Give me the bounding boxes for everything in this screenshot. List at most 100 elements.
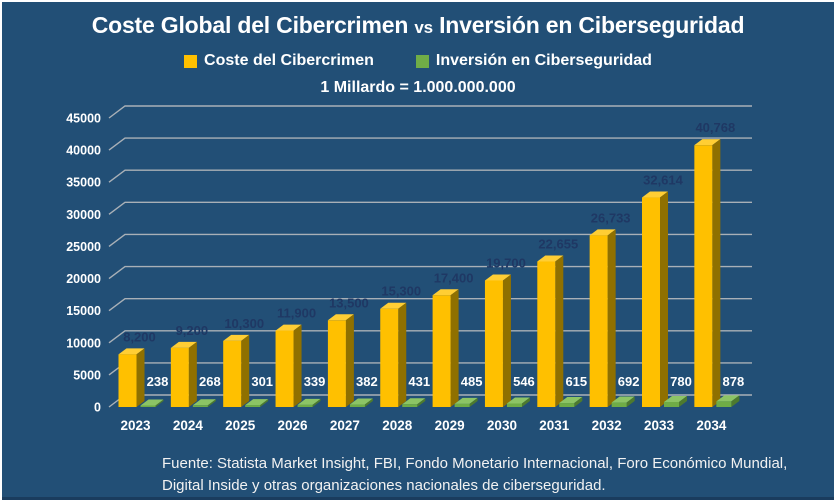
bar-inversion-2032-front [611, 402, 627, 407]
value-label-coste-2033: 32,614 [643, 173, 684, 188]
bar-inversion-2028-top [402, 398, 426, 405]
xtick-label-2024: 2024 [173, 418, 204, 433]
legend-label-0: Coste del Cibercrimen [204, 52, 374, 69]
value-label-coste-2034: 40,768 [695, 120, 735, 135]
chart-title-part2: Inversión en Ciberseguridad [439, 12, 745, 38]
bar-coste-2024-front [170, 347, 189, 407]
ytick-label-20000: 20000 [66, 272, 101, 286]
value-label-inversion-2024: 268 [199, 374, 221, 389]
value-label-coste-2026: 11,900 [277, 306, 316, 321]
bar-inversion-2030-side [521, 397, 530, 407]
value-label-coste-2025: 10,300 [224, 316, 264, 331]
value-label-inversion-2027: 382 [356, 374, 378, 389]
bar-coste-2034-side [712, 139, 721, 408]
bar-coste-2030-top [484, 274, 511, 281]
xtick-label-2032: 2032 [592, 418, 622, 433]
bar-coste-2032-top [589, 229, 616, 236]
bar-inversion-2028-side [417, 398, 426, 407]
bar-coste-2029-front [432, 295, 451, 407]
value-label-inversion-2030: 546 [513, 374, 535, 389]
bar-inversion-2025-front [245, 405, 261, 407]
bar-inversion-2029-front [454, 403, 470, 407]
bar-coste-2026-side [293, 324, 302, 407]
bar-inversion-2033-side [679, 395, 687, 407]
bar-inversion-2033-front [664, 401, 679, 407]
bar-coste-2031-front [537, 261, 556, 407]
legend-label-1: Inversión en Ciberseguridad [435, 52, 652, 69]
bar-coste-2027-front [327, 320, 346, 407]
chart-title-part1: Coste Global del Cibercrimen [91, 12, 409, 38]
bar-inversion-2032-side [626, 396, 635, 407]
gridline-25000 [108, 233, 752, 248]
xtick-label-2031: 2031 [539, 418, 570, 433]
source-note: Fuente: Statista Market Insight, FBI, Fo… [162, 453, 787, 497]
gridline-40000 [108, 137, 752, 151]
bar-inversion-2031-front [559, 403, 575, 407]
ytick-label-5000: 5000 [73, 368, 101, 382]
value-label-inversion-2026: 339 [304, 374, 326, 389]
xtick-label-2026: 2026 [278, 418, 309, 433]
bar-inversion-2026-side [312, 398, 321, 407]
bar-inversion-2032-top [611, 396, 635, 403]
bar-inversion-2023-front [140, 405, 156, 407]
bar-coste-2023-side [136, 348, 145, 407]
bar-coste-2026-top [275, 324, 302, 331]
bar-coste-2032-side [607, 229, 616, 407]
bar-coste-2033-front [642, 197, 660, 407]
bar-coste-2024-side [188, 341, 197, 407]
bar-coste-2033-top [642, 191, 668, 198]
bar-coste-2032-front [589, 235, 608, 407]
value-label-inversion-2023: 238 [147, 374, 169, 389]
bar-coste-2028-top [380, 302, 407, 309]
ytick-label-0: 0 [94, 401, 101, 415]
bar-inversion-2031-side [574, 397, 583, 407]
value-label-inversion-2033: 780 [670, 374, 692, 389]
value-label-inversion-2029: 485 [461, 374, 483, 389]
bar-coste-2027-side [345, 314, 354, 407]
ytick-label-35000: 35000 [66, 176, 101, 190]
bar-coste-2025-top [223, 334, 250, 341]
xtick-label-2030: 2030 [487, 418, 517, 433]
bar-coste-2023-top [118, 348, 145, 355]
legend-swatch-0 [184, 54, 198, 68]
value-label-coste-2028: 15,300 [381, 284, 421, 299]
value-label-coste-2032: 26,733 [591, 210, 631, 225]
bar-inversion-2028-front [402, 404, 418, 407]
bar-inversion-2034-top [716, 395, 740, 402]
bar-coste-2025-front [223, 340, 242, 407]
bar-coste-2031-side [555, 255, 564, 407]
bottom-accent-bar [2, 497, 834, 500]
bar-inversion-2030-front [506, 403, 522, 407]
bar-coste-2033-side [660, 191, 668, 407]
bar-inversion-2024-side [207, 399, 216, 407]
value-label-coste-2031: 22,655 [538, 237, 578, 252]
bar-coste-2030-side [502, 274, 511, 407]
xtick-label-2029: 2029 [435, 418, 465, 433]
legend-item-1: Inversión en Ciberseguridad [415, 52, 652, 70]
legend: Coste del Cibercrimen Inversión en Cibers… [2, 52, 834, 70]
xtick-label-2028: 2028 [382, 418, 413, 433]
xtick-label-2034: 2034 [696, 418, 727, 433]
value-label-coste-2023: 8,200 [123, 329, 156, 344]
ytick-label-10000: 10000 [66, 336, 101, 350]
gridline-30000 [108, 201, 752, 215]
chart-title-vs: vs [414, 18, 433, 37]
ytick-label-25000: 25000 [66, 240, 101, 254]
value-label-inversion-2028: 431 [408, 374, 430, 389]
bar-inversion-2029-top [454, 397, 478, 404]
bar-inversion-2027-side [364, 398, 373, 407]
ytick-label-15000: 15000 [66, 304, 101, 318]
bar-coste-2027-top [327, 314, 354, 321]
ytick-label-45000: 45000 [66, 112, 101, 126]
value-label-coste-2024: 9,200 [176, 323, 209, 338]
value-label-inversion-2032: 692 [618, 374, 640, 389]
bar-inversion-2030-top [506, 397, 530, 404]
bar-coste-2030-front [484, 280, 503, 407]
subtitle-note: 1 Millardo = 1.000.000.000 [320, 79, 516, 96]
chart-title: Coste Global del Cibercrimen vs Inversió… [2, 12, 834, 39]
bar-inversion-2023-side [155, 399, 164, 407]
bar-inversion-2034-side [731, 395, 740, 407]
bar-coste-2023-front [118, 354, 137, 407]
bar-inversion-2027-front [349, 404, 365, 407]
